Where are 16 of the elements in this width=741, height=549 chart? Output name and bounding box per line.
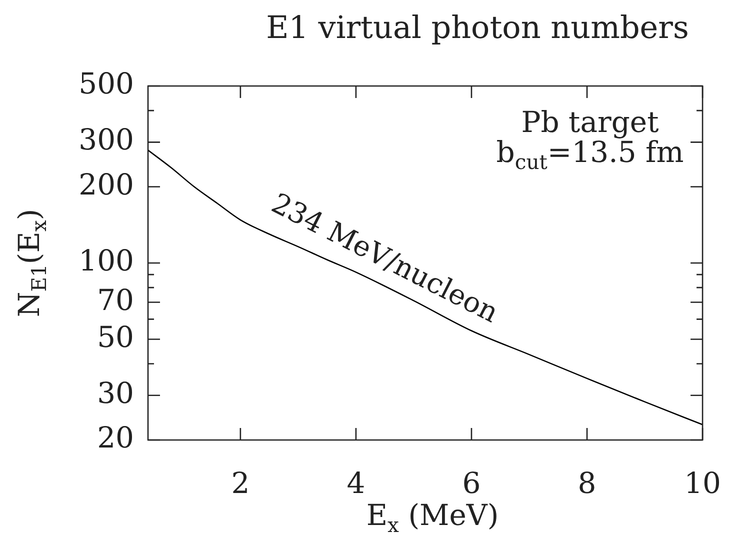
y-tick-label: 50 bbox=[97, 320, 134, 354]
y-tick-label: 200 bbox=[78, 167, 134, 202]
x-tick-label: 2 bbox=[231, 466, 250, 500]
x-tick-label: 10 bbox=[684, 466, 721, 500]
annotation: Pb target b$_{cut}$=13.5 fm bbox=[496, 105, 684, 174]
y-tick-label: 30 bbox=[97, 376, 134, 410]
y-tick-label: 70 bbox=[97, 282, 134, 317]
x-tick-label: 8 bbox=[578, 466, 596, 500]
chart-title: E1 virtual photon numbers bbox=[266, 10, 689, 46]
y-tick-label: 100 bbox=[78, 244, 134, 278]
y-tick-label: 300 bbox=[78, 122, 134, 157]
y-tick-label: 500 bbox=[78, 66, 134, 101]
x-tick-label: 6 bbox=[462, 466, 481, 500]
y-tick-label: 20 bbox=[97, 420, 134, 455]
x-axis-title: E$_{x}$ (MeV) bbox=[366, 498, 499, 537]
x-tick-label: 4 bbox=[346, 466, 366, 500]
